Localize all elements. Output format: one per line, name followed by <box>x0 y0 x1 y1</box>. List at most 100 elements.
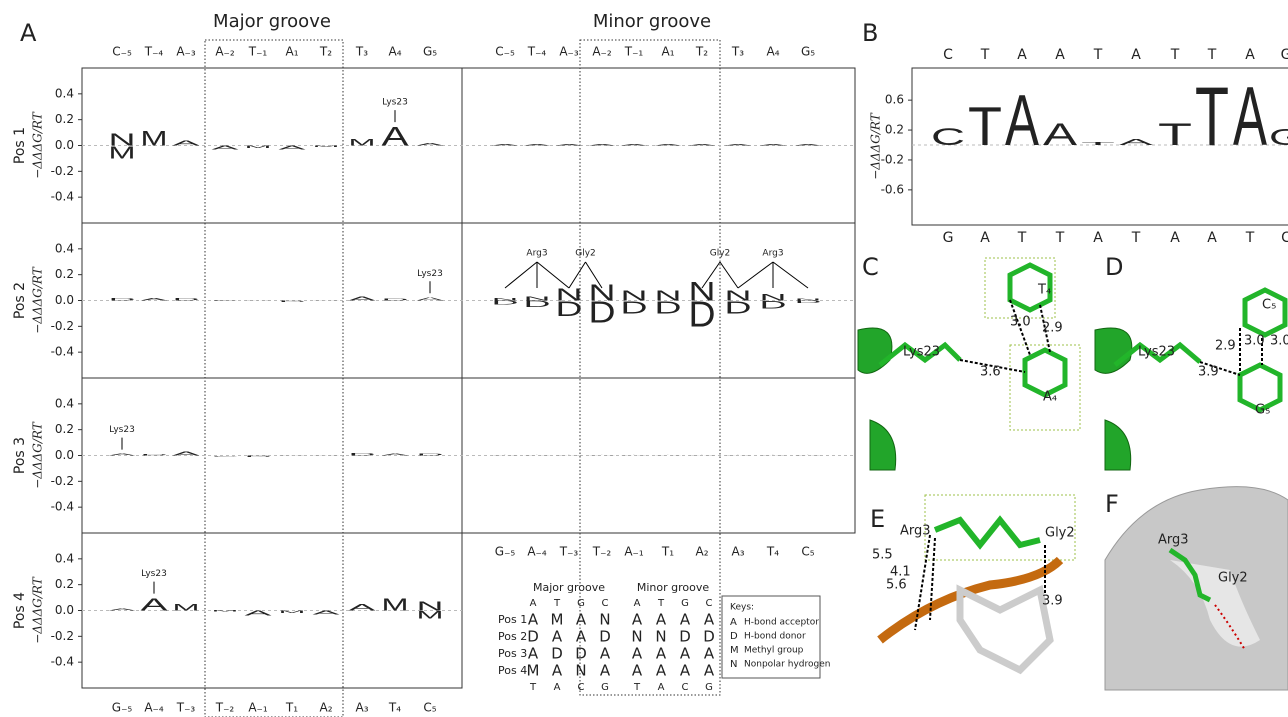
logo-letter: N <box>524 296 551 302</box>
bottom-label: T₄ <box>766 545 779 559</box>
key-col: A <box>554 682 561 693</box>
logo-letter: A <box>795 144 823 146</box>
top-label: T₋₁ <box>624 45 644 59</box>
logo-letter: A <box>173 139 201 147</box>
key-col: G <box>681 598 689 609</box>
peptide <box>1168 547 1212 603</box>
logo-letter: A <box>279 144 307 150</box>
key-cell: N <box>575 662 586 680</box>
key-text: Nonpolar hydrogen <box>744 660 830 670</box>
logo-letter: A <box>1043 117 1078 152</box>
peptide <box>933 515 1041 550</box>
y-tick-label: 0.2 <box>55 112 74 126</box>
residue-label: Lys23 <box>903 345 940 360</box>
panel-label: C <box>862 253 879 281</box>
logo-letter: A <box>313 455 341 456</box>
logo-letter: A <box>245 609 273 617</box>
key-col: C <box>682 682 689 693</box>
y-tick-label: -0.2 <box>881 152 904 166</box>
distance: 3.0 <box>1244 334 1265 349</box>
key-cell: A <box>680 611 691 629</box>
top-label: G₅ <box>423 45 437 59</box>
y-tick-label: 0.4 <box>55 241 74 255</box>
y-tick-label: -0.4 <box>51 190 74 204</box>
logo-letter: N <box>556 285 583 305</box>
y-tick-label: -0.2 <box>51 164 74 178</box>
key-cell: A <box>552 662 563 680</box>
y-tick-label: -0.2 <box>51 474 74 488</box>
contact-line <box>504 261 538 289</box>
top-label: G₅ <box>801 45 815 59</box>
contact-line <box>568 261 586 289</box>
logo-letter: A <box>725 455 753 456</box>
bottom-label: T₋₃ <box>176 701 196 715</box>
top-label: A <box>1017 47 1027 63</box>
key-cell: D <box>703 628 715 646</box>
key-col: C <box>706 598 713 609</box>
top-label: A₄ <box>766 45 779 59</box>
key-cell: M <box>527 662 540 680</box>
distance: 3.0 <box>1010 315 1031 330</box>
logo-letter: N <box>621 288 648 304</box>
logo-letter: T <box>1158 117 1192 152</box>
logo-letter: A <box>760 144 788 146</box>
logo-letter: D <box>556 297 583 321</box>
top-label: T <box>1207 47 1217 63</box>
row-name: Pos 4 <box>12 592 28 629</box>
key-cell: A <box>656 611 667 629</box>
y-tick-label: -0.2 <box>51 629 74 643</box>
key-cell: D <box>679 628 691 646</box>
logo-letter: G <box>1269 125 1288 150</box>
key-cell: A <box>632 611 643 629</box>
bottom-label: A₋₄ <box>527 545 547 559</box>
ribbon <box>1094 327 1133 471</box>
key-col: A <box>634 598 641 609</box>
y-axis-label: −ΔΔΔG/RT <box>31 576 45 644</box>
panel-label: B <box>862 19 878 47</box>
logo-letter: A <box>382 453 410 456</box>
y-tick-label: 0.2 <box>55 422 74 436</box>
bottom-label: C₅ <box>423 701 436 715</box>
key-cell: M <box>551 611 564 629</box>
bottom-label: A <box>980 230 990 246</box>
logo-letter: D <box>109 297 136 301</box>
y-axis-label: −ΔΔΔG/RT <box>869 112 883 180</box>
logo-letter: A <box>109 453 137 456</box>
key-cell: D <box>527 628 539 646</box>
backbone <box>877 556 1064 644</box>
key-col: C <box>578 682 585 693</box>
base <box>1237 362 1283 413</box>
top-label: C <box>943 47 953 63</box>
logo-letter: A <box>1005 80 1040 161</box>
contact-line <box>701 261 721 289</box>
panel-d: D Lys23 2.9 3.0 3.0 3.9 C₅ G₅ <box>1094 253 1288 471</box>
top-label: T₃ <box>355 45 368 59</box>
base-label: A₄ <box>1043 390 1057 405</box>
logo-letter: D <box>382 298 409 301</box>
logo-letter: T <box>1195 71 1229 164</box>
y-tick-label: -0.4 <box>51 500 74 514</box>
bottom-label: A₋₁ <box>248 701 268 715</box>
base-label: T₄ <box>1037 283 1051 298</box>
key-col: T <box>633 682 641 693</box>
key-cell: A <box>704 611 715 629</box>
logo-letter: T <box>1081 141 1115 146</box>
bottom-label: G <box>943 230 954 246</box>
contact-line <box>772 261 809 289</box>
key-letter: D <box>730 631 738 642</box>
minor-core-box <box>579 39 721 696</box>
y-tick-label: 0.0 <box>55 293 74 307</box>
h-bond <box>914 534 931 631</box>
logo-letter: N <box>760 292 787 302</box>
logo-letter: D <box>524 299 551 309</box>
logo-letter: A <box>492 455 520 456</box>
bottom-label: T₁ <box>661 545 674 559</box>
logo-letter: A <box>492 144 520 146</box>
contact-label: Arg3 <box>762 249 783 259</box>
logo-letter: D <box>417 453 444 456</box>
side-chain <box>1113 341 1202 367</box>
key-cell: A <box>552 628 563 646</box>
logo-letter: D <box>621 298 648 318</box>
logo-letter: N <box>589 279 616 305</box>
key-col: T <box>529 682 537 693</box>
